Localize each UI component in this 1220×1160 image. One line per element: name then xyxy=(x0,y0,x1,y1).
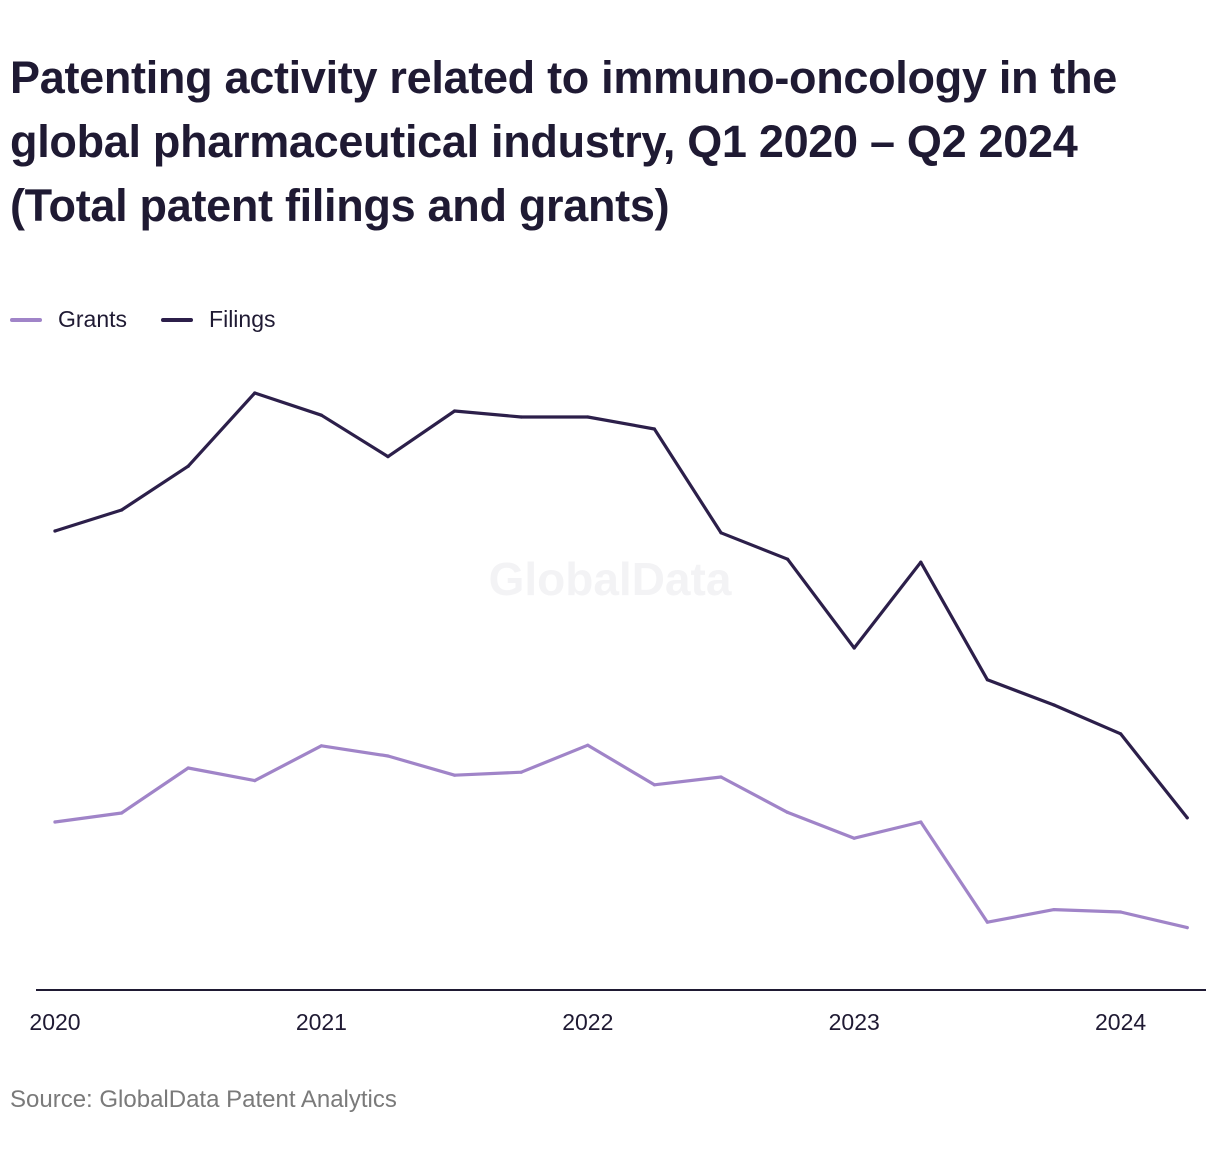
x-tick-label-2020: 2020 xyxy=(29,1009,80,1035)
watermark-text: GlobalData xyxy=(489,553,732,605)
data-point-grants-11 xyxy=(786,810,790,815)
data-point-grants-4 xyxy=(319,744,323,748)
legend-item-grants: Grants xyxy=(10,306,127,333)
data-point-filings-14 xyxy=(985,678,990,682)
legend-item-filings: Filings xyxy=(161,306,276,333)
data-point-filings-11 xyxy=(786,557,790,561)
x-tick-label-2021: 2021 xyxy=(296,1009,347,1035)
data-point-filings-17 xyxy=(1185,816,1189,820)
data-point-filings-8 xyxy=(586,415,590,419)
data-point-grants-7 xyxy=(519,770,523,774)
data-point-filings-10 xyxy=(719,531,723,535)
data-point-grants-2 xyxy=(186,766,190,770)
data-point-grants-6 xyxy=(453,773,457,777)
x-tick-label-2023: 2023 xyxy=(829,1009,880,1035)
x-tick-label-2024: 2024 xyxy=(1095,1009,1146,1035)
series-line-filings xyxy=(53,391,1189,820)
data-point-grants-10 xyxy=(719,775,723,779)
data-point-filings-9 xyxy=(652,427,657,431)
data-point-grants-1 xyxy=(120,811,124,815)
data-point-grants-12 xyxy=(852,836,856,840)
data-point-filings-2 xyxy=(186,464,190,468)
data-point-grants-17 xyxy=(1185,926,1189,930)
data-point-grants-3 xyxy=(253,779,257,783)
chart-title: Patenting activity related to immuno-onc… xyxy=(10,52,1118,231)
data-point-filings-15 xyxy=(1052,703,1056,707)
data-point-filings-7 xyxy=(519,415,523,419)
data-point-grants-5 xyxy=(386,754,390,758)
legend-swatch-grants xyxy=(10,317,42,322)
data-point-filings-4 xyxy=(319,413,323,417)
data-point-grants-0 xyxy=(53,820,57,824)
data-point-grants-13 xyxy=(919,820,923,824)
data-point-grants-16 xyxy=(1119,910,1123,914)
x-tick-label-2022: 2022 xyxy=(562,1009,613,1035)
data-point-grants-9 xyxy=(652,783,657,787)
data-point-grants-14 xyxy=(985,920,990,924)
line-chart: GlobalData 2020 2021 2022 2023 2024 xyxy=(29,391,1206,1035)
data-point-filings-1 xyxy=(120,508,124,512)
legend-swatch-filings xyxy=(161,317,194,322)
legend-label-grants: Grants xyxy=(58,306,128,332)
data-point-filings-0 xyxy=(53,529,57,533)
data-point-grants-15 xyxy=(1052,908,1056,912)
data-point-filings-6 xyxy=(453,409,457,413)
legend-label-filings: Filings xyxy=(209,306,276,332)
data-point-filings-12 xyxy=(852,646,856,650)
data-point-filings-5 xyxy=(386,455,390,459)
source-note: Source: GlobalData Patent Analytics xyxy=(10,1086,397,1113)
legend: Grants Filings xyxy=(10,306,310,333)
data-point-filings-13 xyxy=(919,560,923,564)
data-point-filings-3 xyxy=(253,391,257,395)
data-point-grants-8 xyxy=(586,743,590,747)
series-line-grants xyxy=(53,743,1189,930)
data-point-filings-16 xyxy=(1119,732,1123,736)
